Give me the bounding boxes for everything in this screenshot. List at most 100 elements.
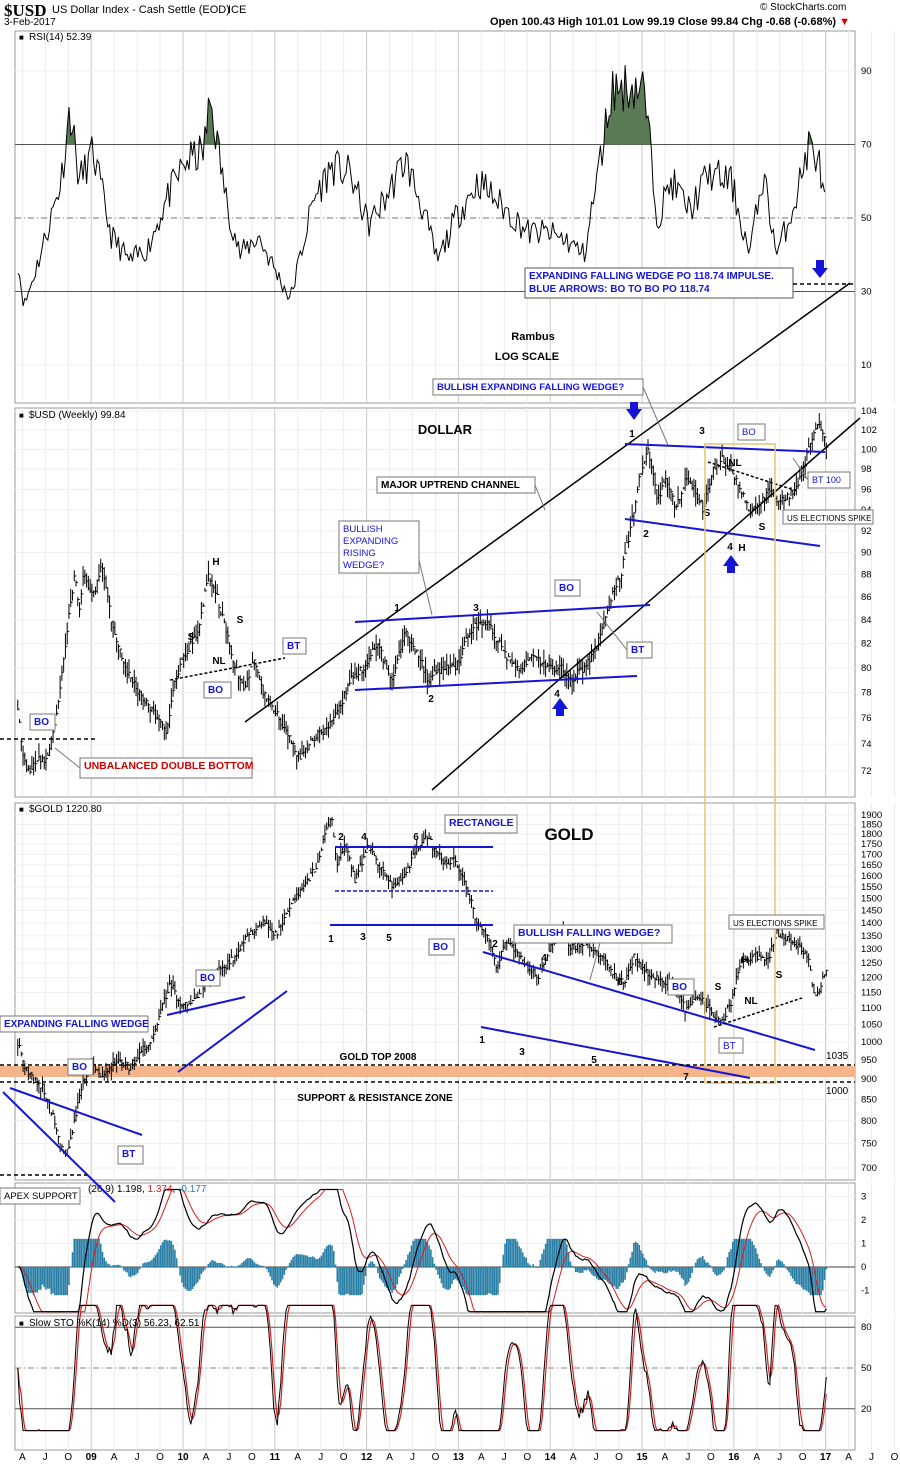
callout-leader: [418, 559, 433, 616]
histogram-bar: [373, 1263, 376, 1267]
histogram-bar: [128, 1267, 130, 1277]
histogram-bar: [772, 1267, 775, 1271]
callout-text: MAJOR UPTREND CHANNEL: [381, 480, 520, 491]
y-tick-label: 80: [861, 663, 872, 674]
histogram-bar: [138, 1267, 141, 1270]
histogram-bar: [237, 1265, 240, 1267]
histogram-bar: [440, 1267, 443, 1284]
histogram-bar: [497, 1267, 499, 1295]
histogram-bar: [398, 1267, 400, 1277]
histogram-bar: [631, 1251, 633, 1267]
histogram-bar: [255, 1263, 257, 1267]
macd-line: [17, 1188, 827, 1313]
histogram-bar: [467, 1267, 469, 1296]
histogram-bar: [465, 1267, 467, 1294]
histogram-bar: [415, 1238, 418, 1267]
y-tick-label: 98: [861, 464, 872, 475]
gold-elections-label: US ELECTIONS SPIKE: [728, 914, 825, 930]
histogram-bar: [242, 1261, 245, 1267]
histogram-bar: [246, 1258, 249, 1267]
histogram-bar: [594, 1267, 596, 1277]
histogram-bar: [707, 1262, 709, 1267]
bo-box: BO: [737, 423, 766, 441]
histogram-bar: [433, 1263, 436, 1267]
histogram-bar: [717, 1267, 720, 1275]
histogram-bar: [29, 1267, 31, 1294]
histogram-bar: [39, 1267, 42, 1290]
histogram-bar: [329, 1244, 332, 1267]
histogram-bar: [202, 1267, 204, 1272]
macd-title-part: ,: [142, 1184, 148, 1195]
histogram-bar: [24, 1267, 26, 1286]
histogram-bar: [507, 1238, 510, 1267]
histogram-bar: [50, 1267, 53, 1295]
histogram-bar: [654, 1267, 656, 1273]
histogram-bar: [617, 1267, 619, 1289]
callout-frame: [667, 978, 695, 996]
x-tick-label: J: [777, 1452, 782, 1463]
histogram-bar: [472, 1267, 475, 1296]
histogram-bar: [34, 1267, 37, 1293]
histogram-bar: [265, 1267, 268, 1270]
histogram-bar: [620, 1267, 623, 1283]
histogram-bar: [590, 1267, 593, 1275]
support-zone: [0, 1066, 855, 1077]
callout-frame: [0, 1015, 149, 1033]
histogram-bar: [615, 1267, 618, 1289]
y-tick-label: 100: [861, 444, 877, 455]
histogram-bar: [650, 1267, 653, 1270]
blue-arrow-down-icon: [626, 402, 642, 420]
histogram-bar: [168, 1240, 171, 1267]
histogram-bar: [385, 1267, 388, 1288]
rambus-label: Rambus: [511, 331, 554, 343]
histogram-bar: [588, 1267, 591, 1272]
histogram-bar: [703, 1259, 706, 1267]
down-arrow-icon: ▼: [839, 16, 850, 28]
callout-frame: [444, 814, 518, 834]
pattern-label: 4: [727, 542, 733, 553]
y-tick-label: 1550: [861, 882, 882, 893]
histogram-bar: [193, 1267, 196, 1287]
histogram-bar: [525, 1257, 528, 1267]
histogram-bar: [502, 1254, 505, 1267]
histogram-bar: [400, 1267, 402, 1274]
pattern-label: 3: [473, 603, 479, 614]
y-tick-label: 1900: [861, 810, 882, 821]
histogram-bar: [564, 1238, 566, 1267]
histogram-bar: [359, 1267, 362, 1296]
histogram-bar: [477, 1267, 480, 1296]
histogram-bar: [417, 1238, 420, 1267]
histogram-bar: [57, 1267, 60, 1296]
histogram-bar: [235, 1266, 238, 1267]
histogram-bar: [355, 1267, 358, 1296]
callout-leader: [642, 386, 669, 446]
histogram-bar: [618, 1267, 621, 1287]
rising-wedge-top: [354, 604, 651, 623]
macd-title-part: -0.177: [178, 1184, 207, 1195]
histogram-bar: [137, 1267, 139, 1273]
histogram-bar: [806, 1267, 808, 1292]
histogram-bar: [45, 1267, 47, 1290]
y-tick-label: 86: [861, 592, 872, 603]
callout-text: BO: [34, 717, 49, 728]
bo-box: BO: [554, 579, 581, 597]
histogram-bar: [449, 1267, 452, 1289]
histogram-bar: [421, 1238, 423, 1267]
histogram-bar: [354, 1267, 356, 1296]
histogram-bar: [657, 1267, 660, 1272]
histogram-bar: [610, 1267, 612, 1285]
histogram-bar: [583, 1267, 586, 1271]
histogram-bar: [189, 1267, 192, 1291]
pattern-label: 2: [428, 694, 434, 705]
histogram-bar: [786, 1267, 789, 1271]
x-tick-label: O: [432, 1452, 440, 1463]
histogram-bar: [276, 1267, 279, 1288]
callout-text: APEX SUPPORT: [4, 1191, 78, 1202]
x-tick-label: A: [662, 1452, 669, 1463]
apex-label: APEX SUPPORT: [0, 1187, 81, 1205]
callout-text: US ELECTIONS SPIKE: [787, 514, 871, 523]
callout-text: BT 100: [812, 475, 841, 485]
histogram-bar: [117, 1264, 120, 1267]
histogram-bar: [285, 1267, 287, 1270]
histogram-bar: [774, 1265, 776, 1267]
